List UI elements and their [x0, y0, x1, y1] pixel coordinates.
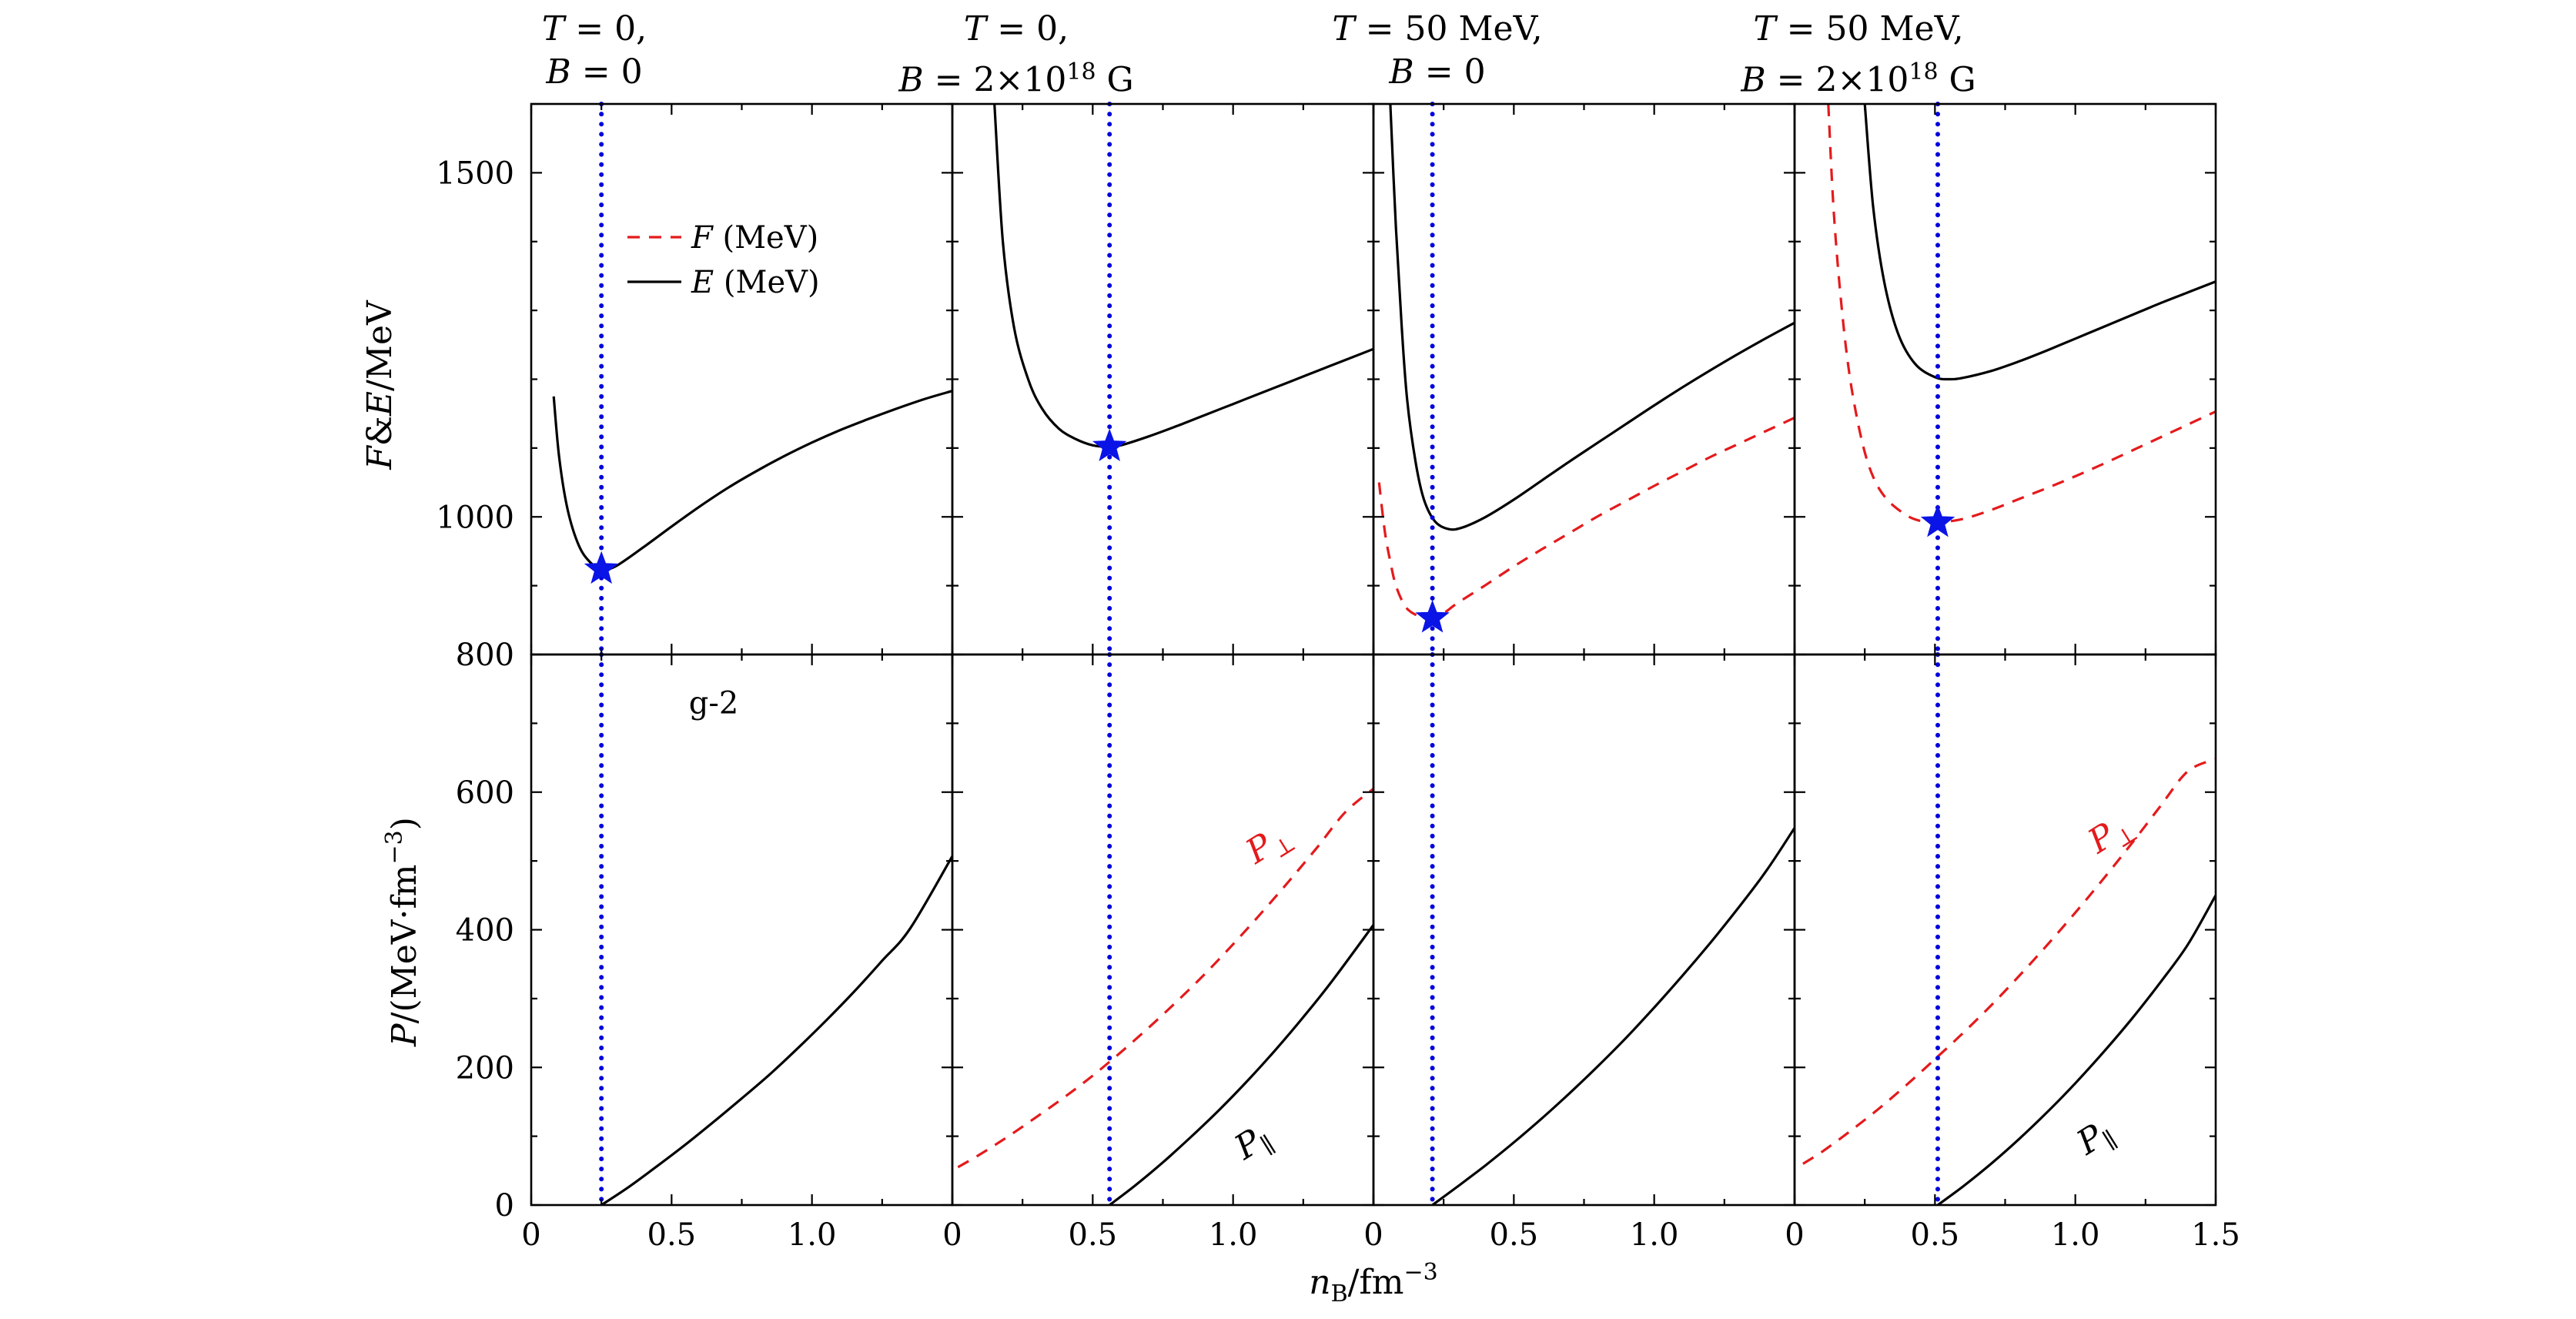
- top-panel-3-frame: [1372, 102, 1796, 656]
- y-tick-label: 200: [456, 1050, 514, 1086]
- panel-title-1: T = 0, B = 0: [541, 9, 647, 92]
- top-panel-4-frame: [1793, 102, 2217, 656]
- series-p-line: [601, 855, 952, 1205]
- bottom-panel-1-plot: [601, 855, 952, 1205]
- axis-ticks: [951, 653, 1375, 1207]
- series-f-mev-line: [1827, 104, 2216, 524]
- axis-ticks: [1372, 653, 1796, 1207]
- top-panel-2-frame: [951, 102, 1375, 656]
- x-tick-label: 1.0: [1209, 1217, 1258, 1253]
- legend: F (MeV) E (MeV): [627, 220, 820, 300]
- series-p-line: [1802, 758, 2216, 1165]
- label-layer: 1000 1500 0 0.5 1.0 0 200 400 600 800 g-2 0 0.5 1.0 P⊥…: [360, 156, 2240, 1307]
- x-tick-label: 0.5: [1911, 1217, 1960, 1253]
- x-tick-label: 0.5: [1490, 1217, 1539, 1253]
- p-perp-label: P⊥: [2081, 805, 2143, 866]
- axis-ticks: [530, 653, 954, 1207]
- y-tick-label: 1500: [436, 156, 514, 191]
- top-panel-4-plot: [1827, 104, 2216, 524]
- axis-ticks: [1793, 102, 2217, 656]
- panel-title-2: T = 0, B = 2×1018 G: [898, 9, 1134, 100]
- x-axis-label: nB/fm−3: [1309, 1259, 1437, 1307]
- x-tick-label: 0: [942, 1217, 962, 1253]
- x-tick-label: 1.5: [2191, 1217, 2240, 1253]
- y-tick-label: 400: [456, 913, 514, 949]
- x-tick-label: 0.5: [1069, 1217, 1118, 1253]
- series-layer: [552, 104, 2216, 1205]
- frame-layer: [530, 102, 2217, 1207]
- y-tick-label: 0: [495, 1188, 514, 1224]
- top-panel-2-plot: [993, 104, 1373, 448]
- p-parallel-label: P∥: [1227, 1116, 1280, 1173]
- p-perp-label: P⊥: [1239, 815, 1301, 876]
- x-tick-label: 1.0: [2051, 1217, 2100, 1253]
- saturation-star-marker: [1415, 600, 1450, 633]
- saturation-star-marker: [1092, 428, 1127, 462]
- model-annotation: g-2: [689, 686, 739, 721]
- axis-ticks: [1372, 102, 1796, 656]
- axis-ticks: [1793, 653, 2217, 1207]
- p-parallel-label: P∥: [2069, 1112, 2122, 1168]
- saturation-star-marker: [584, 551, 619, 584]
- series-p-line: [1109, 924, 1373, 1205]
- y-tick-label: 800: [456, 638, 514, 673]
- series-e-mev-line: [993, 104, 1373, 448]
- x-tick-label: 1.0: [1630, 1217, 1679, 1253]
- panel-title-4: T = 50 MeV, B = 2×1018 G: [1741, 9, 1976, 100]
- x-tick-label: 0: [1785, 1217, 1804, 1253]
- series-p-line: [1937, 895, 2216, 1205]
- saturation-star-marker: [1920, 504, 1955, 537]
- series-p-line: [1431, 827, 1795, 1205]
- bottom-panel-3-frame: [1372, 653, 1796, 1207]
- legend-f-label: F (MeV): [691, 220, 818, 256]
- top-panel-3-plot: [1377, 104, 1795, 620]
- top-panel-1-plot: [552, 390, 952, 571]
- bottom-panel-4-frame: [1793, 653, 2217, 1207]
- y-tick-label: 600: [456, 775, 514, 811]
- bottom-panel-2-frame: [951, 653, 1375, 1207]
- bottom-panel-1-frame: [530, 653, 954, 1207]
- top-y-axis-label: F&E/MeV: [360, 300, 400, 470]
- series-e-mev-line: [552, 390, 952, 571]
- guides-layer: [584, 102, 1955, 1207]
- x-tick-label: 1.0: [788, 1217, 837, 1253]
- axis-ticks: [951, 102, 1375, 656]
- x-tick-label: 0.5: [647, 1217, 697, 1253]
- series-p-line: [957, 788, 1373, 1169]
- legend-e-label: E (MeV): [691, 265, 820, 300]
- y-tick-label: 1000: [436, 500, 514, 535]
- bottom-panel-4-plot: [1802, 758, 2216, 1205]
- bottom-panel-2-plot: [957, 788, 1373, 1205]
- x-tick-label: 0: [1363, 1217, 1383, 1253]
- bottom-y-axis-label: P/(MeV·fm−3): [381, 817, 424, 1047]
- x-tick-label: 0: [521, 1217, 540, 1253]
- series-e-mev-line: [1389, 104, 1795, 531]
- series-e-mev-line: [1863, 104, 2216, 381]
- series-f-mev-line: [1377, 417, 1795, 620]
- panel-title-3: T = 50 MeV, B = 0: [1332, 9, 1543, 92]
- bottom-panel-3-plot: [1431, 827, 1795, 1205]
